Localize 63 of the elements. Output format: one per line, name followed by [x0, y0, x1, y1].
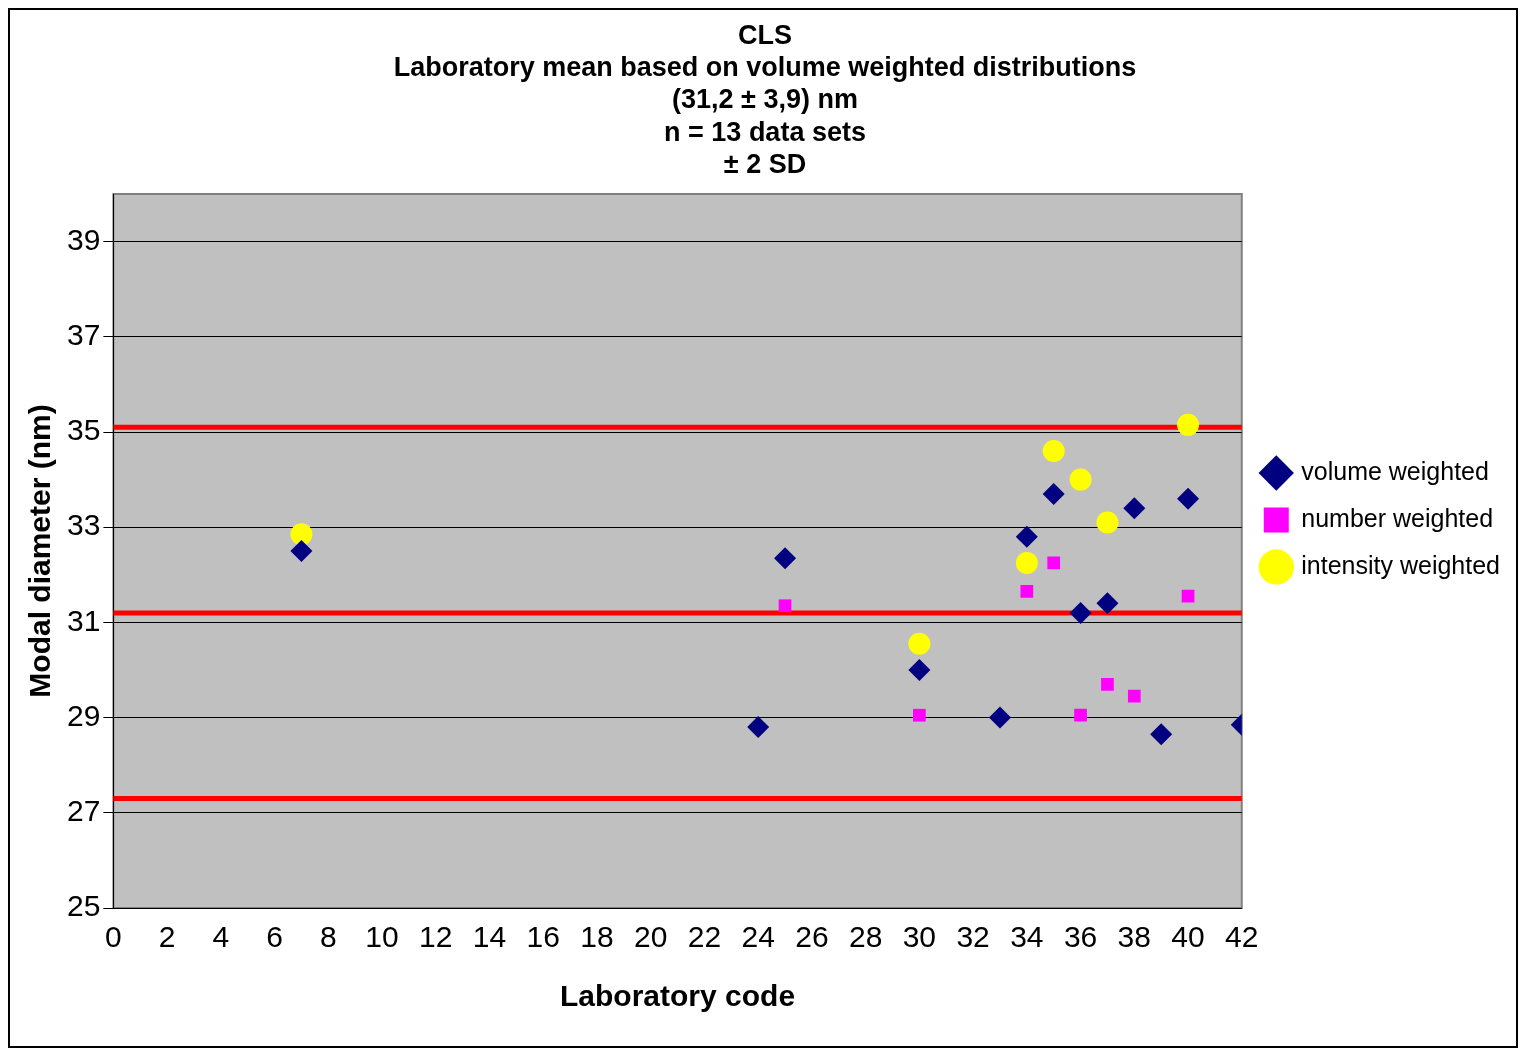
- x-tick-label: 26: [795, 920, 829, 954]
- x-tick-label: 34: [1010, 920, 1044, 954]
- point: [1181, 589, 1195, 603]
- y-tick-label: 25: [66, 889, 101, 923]
- point: [988, 706, 1011, 729]
- y-axis-title: Modal diameter (nm): [23, 404, 57, 698]
- point: [1069, 601, 1092, 624]
- x-tick-label: 32: [956, 920, 990, 954]
- y-tick-label: 33: [66, 508, 101, 542]
- x-tick-label: 42: [1225, 920, 1259, 954]
- point: [1047, 556, 1061, 570]
- x-tick-label: 12: [419, 920, 453, 954]
- point: [1042, 482, 1065, 505]
- x-tick-label: 6: [266, 920, 283, 954]
- point: [1123, 497, 1146, 520]
- point: [1096, 511, 1119, 534]
- y-tick-label: 35: [66, 413, 101, 447]
- point: [747, 716, 770, 739]
- x-tick-label: 10: [365, 920, 399, 954]
- point: [290, 523, 313, 546]
- point: [1177, 487, 1200, 510]
- point: [1101, 677, 1114, 691]
- point: [1020, 585, 1034, 598]
- point: [1074, 708, 1087, 722]
- point: [1069, 468, 1092, 491]
- x-tick-label: 0: [105, 920, 122, 954]
- legend-label: intensity weighted: [1301, 550, 1500, 579]
- y-tick-label: 27: [66, 794, 101, 828]
- legend-label: volume weighted: [1301, 456, 1489, 485]
- x-tick-label: 30: [902, 920, 937, 954]
- point: [1015, 551, 1038, 574]
- x-tick-label: 20: [634, 920, 668, 954]
- x-tick-label: 24: [741, 920, 775, 954]
- x-tick-label: 36: [1063, 920, 1098, 954]
- point: [908, 632, 931, 655]
- x-tick-label: 2: [158, 920, 176, 954]
- x-tick-label: 4: [212, 920, 230, 954]
- x-tick-label: 40: [1171, 920, 1205, 954]
- point: [1150, 723, 1173, 746]
- point: [1096, 592, 1119, 615]
- point: [1127, 689, 1141, 703]
- y-tick-label: 31: [66, 603, 101, 637]
- legend-label: number weighted: [1301, 503, 1494, 532]
- x-tick-label: 38: [1117, 920, 1151, 954]
- x-tick-label: 14: [472, 920, 507, 954]
- x-tick-label: 22: [687, 920, 722, 954]
- point: [774, 547, 797, 570]
- y-tick-label: 39: [66, 222, 101, 256]
- chart-title: CLS Laboratory mean based on volume weighted distributions (31,2 ± 3,9) nm n = 13 data sets ± 2 SD: [393, 19, 1137, 180]
- x-tick-label: 18: [580, 920, 614, 954]
- point: [913, 708, 926, 722]
- x-tick-label: 28: [848, 920, 883, 954]
- y-tick-label: 37: [66, 318, 101, 352]
- y-tick-label: 29: [66, 698, 101, 732]
- point: [1015, 525, 1038, 548]
- x-tick-label: 16: [526, 920, 560, 954]
- point: [290, 540, 313, 562]
- point: [1177, 413, 1200, 436]
- x-axis-title: Laboratory code: [560, 979, 796, 1013]
- point: [908, 659, 931, 681]
- x-tick-label: 8: [319, 920, 337, 954]
- point: [1042, 440, 1065, 463]
- point: [778, 599, 792, 613]
